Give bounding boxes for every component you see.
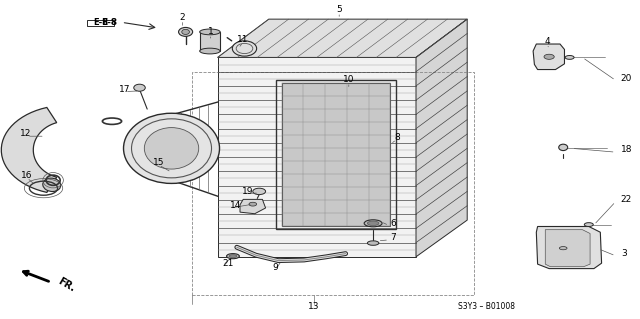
Ellipse shape [229,255,237,258]
Text: 14: 14 [230,201,242,210]
Ellipse shape [565,56,574,59]
Polygon shape [240,199,266,214]
Polygon shape [1,108,57,192]
Text: E-8: E-8 [93,18,108,27]
Circle shape [544,54,554,59]
Ellipse shape [367,241,379,245]
Ellipse shape [145,128,199,169]
Polygon shape [536,226,602,269]
Text: 8: 8 [394,133,399,142]
Polygon shape [218,57,416,257]
Ellipse shape [584,223,593,226]
Text: E-8: E-8 [100,18,117,27]
Text: 20: 20 [621,74,632,83]
Text: S3Y3 – B01008: S3Y3 – B01008 [458,302,515,311]
Polygon shape [545,230,590,267]
Ellipse shape [134,84,145,91]
Bar [200,32,220,51]
Ellipse shape [43,178,61,191]
Text: 11: 11 [237,35,249,44]
Text: 2: 2 [180,13,185,22]
Circle shape [249,202,257,206]
Ellipse shape [124,113,220,183]
Circle shape [253,188,266,195]
Text: 4: 4 [545,37,550,46]
Text: 1: 1 [209,27,214,36]
Ellipse shape [182,29,189,34]
Ellipse shape [227,254,239,259]
Text: 10: 10 [343,75,355,84]
Ellipse shape [367,221,379,226]
Text: 18: 18 [621,145,632,154]
Ellipse shape [179,27,193,36]
Bar [87,20,114,26]
Ellipse shape [200,29,220,35]
Bar [276,80,396,229]
Text: 12: 12 [20,130,31,138]
Text: 13: 13 [308,302,319,311]
Text: 6: 6 [390,219,396,228]
Ellipse shape [364,220,382,227]
Ellipse shape [559,144,568,151]
Text: 15: 15 [153,158,164,167]
Text: 7: 7 [390,233,396,242]
Text: 17: 17 [119,85,131,94]
Text: 16: 16 [21,171,33,180]
Text: 19: 19 [242,187,253,196]
Ellipse shape [232,41,257,56]
Text: 9: 9 [273,263,278,272]
Bar [282,83,390,226]
Polygon shape [218,19,467,57]
Ellipse shape [559,247,567,250]
Text: 21: 21 [223,259,234,268]
Bar [192,72,474,295]
Text: FR.: FR. [56,276,77,293]
Text: 5: 5 [337,5,342,14]
Polygon shape [533,44,564,70]
Polygon shape [416,19,467,257]
Text: 22: 22 [621,195,632,204]
Ellipse shape [200,48,220,54]
Text: 3: 3 [621,249,627,258]
